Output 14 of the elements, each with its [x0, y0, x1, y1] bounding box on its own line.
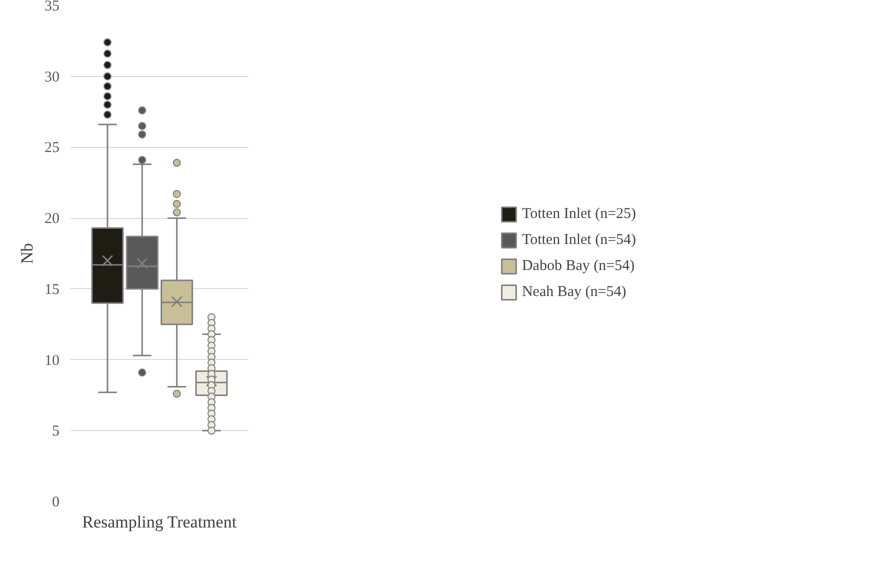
- y-tick-label: 5: [52, 424, 60, 440]
- y-tick-label: 25: [44, 140, 60, 156]
- y-tick-label: 35: [44, 0, 60, 14]
- y-axis-title: Nb: [18, 243, 36, 264]
- y-tick-label: 15: [44, 282, 60, 298]
- legend-label: Totten Inlet (n=25): [522, 206, 636, 222]
- y-tick-label: 20: [44, 211, 60, 228]
- y-tick-label: 10: [44, 352, 60, 369]
- legend-label: Neah Bay (n=54): [522, 284, 626, 300]
- legend-label: Totten Inlet (n=54): [522, 232, 636, 248]
- x-axis-title: Resampling Treatment: [82, 512, 237, 532]
- legend-label: Dabob Bay (n=54): [522, 258, 635, 274]
- y-tick-label: 0: [52, 494, 60, 510]
- y-tick-label: 30: [44, 69, 60, 86]
